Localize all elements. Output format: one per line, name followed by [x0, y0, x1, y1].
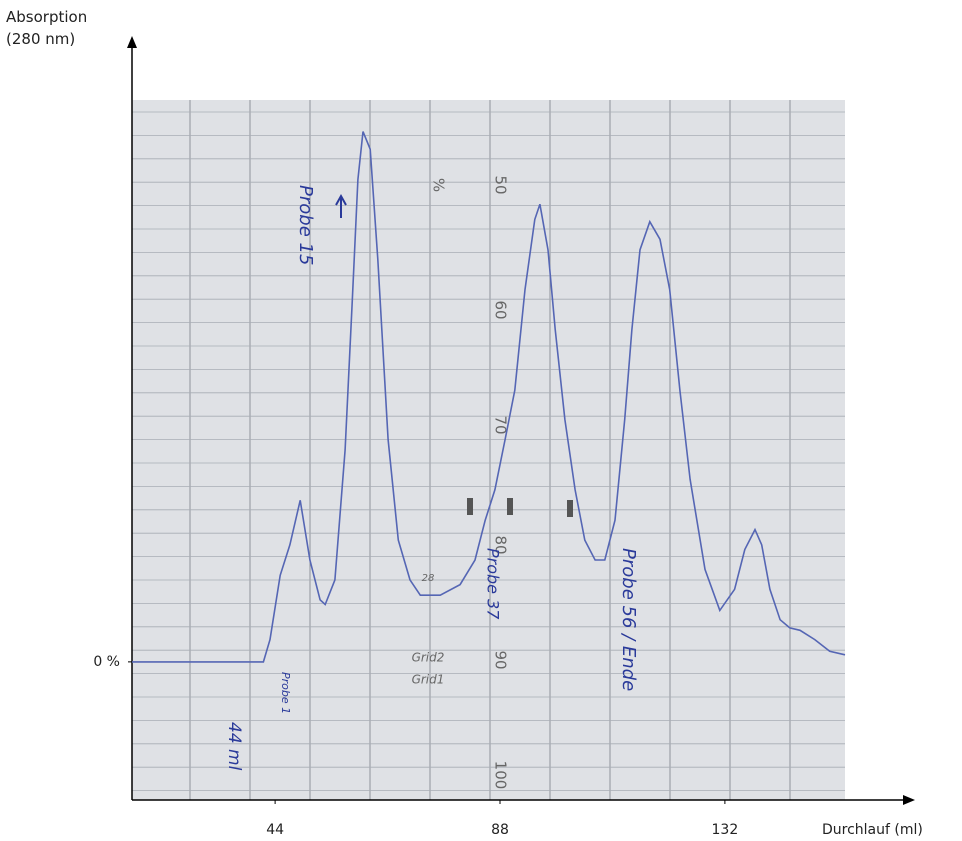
annotation: Grid2: [412, 651, 445, 665]
probe-arrow-head: [335, 193, 347, 206]
x-tick-label: 132: [712, 822, 739, 838]
paper-scale-label: 70: [492, 415, 510, 434]
paper-scale-label: 100: [492, 761, 510, 790]
paper-grid: [132, 100, 845, 800]
annotation: Grid1: [412, 673, 445, 687]
paper-scale-label: %: [430, 178, 448, 192]
paper-scale-label: 90: [492, 650, 510, 669]
annotation: Probe 37: [484, 548, 503, 620]
x-tick-label: 44: [266, 822, 284, 838]
annotation: Probe 1: [279, 672, 292, 714]
paper: [132, 100, 845, 800]
x-tick-label: 88: [491, 822, 509, 838]
paper-scale-label: 80: [492, 535, 510, 554]
trace: [132, 131, 846, 663]
annotation: 44 ml: [224, 722, 244, 771]
paper-scale-label: 50: [492, 175, 510, 194]
x-arrow: [903, 795, 915, 805]
fraction-marks: [467, 498, 573, 517]
y-axis-label: Absorption (280 nm): [6, 8, 88, 48]
x-axis-label: Durchlauf (ml): [822, 822, 923, 838]
annotation: 28: [422, 573, 435, 584]
y-tick-label: 0 %: [93, 654, 120, 670]
annotation: Probe 56 / Ende: [618, 548, 639, 691]
annotation: Probe 15: [295, 185, 316, 265]
paper-scale-label: 60: [492, 300, 510, 319]
y-arrow: [127, 36, 137, 48]
